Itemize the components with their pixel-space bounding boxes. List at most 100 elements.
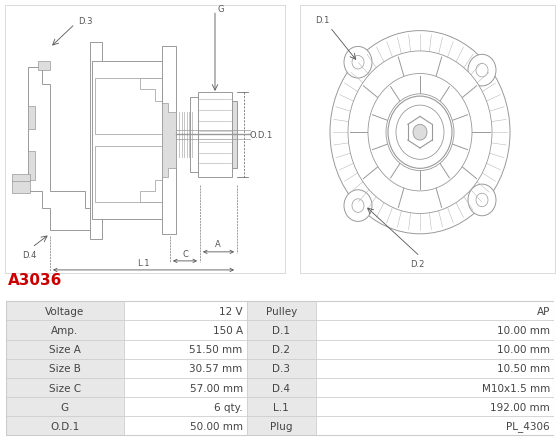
Text: Size C: Size C [49, 383, 81, 392]
Bar [6, 301, 554, 435]
Text: Pulley: Pulley [266, 306, 297, 316]
Bar [12, 180, 30, 194]
Text: D.4: D.4 [272, 383, 291, 392]
Text: 51.50 mm: 51.50 mm [189, 344, 242, 354]
Bar [5, 6, 285, 274]
Text: Size B: Size B [49, 364, 81, 374]
Text: D.2: D.2 [410, 259, 424, 268]
Bar [124, 321, 247, 340]
Text: 12 V: 12 V [219, 306, 242, 316]
Bar [232, 101, 237, 169]
Ellipse shape [386, 95, 454, 171]
Bar [124, 340, 247, 359]
Bar [316, 340, 554, 359]
Polygon shape [140, 79, 170, 101]
Text: 10.00 mm: 10.00 mm [497, 325, 550, 335]
Text: 57.00 mm: 57.00 mm [189, 383, 242, 392]
Bar [6, 321, 124, 340]
Ellipse shape [468, 55, 496, 87]
Text: 50.00 mm: 50.00 mm [190, 421, 242, 431]
Ellipse shape [352, 57, 364, 70]
Bar [95, 146, 167, 203]
Bar [316, 321, 554, 340]
Text: A: A [215, 240, 221, 249]
Ellipse shape [330, 32, 510, 234]
Bar [316, 397, 554, 417]
Bar [316, 301, 554, 321]
Ellipse shape [476, 64, 488, 78]
Text: L.1: L.1 [137, 258, 150, 267]
Text: G: G [60, 402, 69, 412]
Text: O.D.1: O.D.1 [50, 421, 79, 431]
Bar [12, 175, 30, 181]
Text: Amp.: Amp. [51, 325, 78, 335]
Text: PL_4306: PL_4306 [506, 420, 550, 431]
Ellipse shape [388, 97, 452, 169]
Text: Plug: Plug [270, 421, 293, 431]
Polygon shape [140, 180, 170, 203]
Bar [247, 359, 316, 378]
Text: G: G [218, 4, 225, 14]
Bar [247, 301, 316, 321]
Bar [300, 6, 555, 274]
Bar [124, 359, 247, 378]
Bar [190, 98, 198, 172]
Bar [316, 417, 554, 435]
Text: 10.00 mm: 10.00 mm [497, 344, 550, 354]
Text: D.3: D.3 [272, 364, 291, 374]
Text: 150 A: 150 A [213, 325, 242, 335]
Text: A3036: A3036 [8, 272, 63, 287]
Text: 192.00 mm: 192.00 mm [490, 402, 550, 412]
Ellipse shape [368, 74, 472, 191]
Ellipse shape [348, 52, 492, 214]
Bar [6, 340, 124, 359]
Text: D.1: D.1 [272, 325, 291, 335]
Bar [124, 301, 247, 321]
Bar [124, 397, 247, 417]
Polygon shape [28, 152, 35, 180]
Ellipse shape [413, 125, 427, 141]
Ellipse shape [468, 185, 496, 216]
Ellipse shape [352, 199, 364, 213]
Ellipse shape [476, 194, 488, 207]
Bar [90, 43, 102, 240]
Text: L.1: L.1 [273, 402, 290, 412]
Text: Voltage: Voltage [45, 306, 84, 316]
Bar [247, 417, 316, 435]
Bar [124, 378, 247, 397]
Text: D.1: D.1 [315, 16, 329, 25]
Bar [38, 62, 50, 71]
Bar [6, 378, 124, 397]
Bar [247, 397, 316, 417]
Text: D.4: D.4 [22, 250, 36, 259]
Bar [198, 92, 232, 178]
Bar [92, 62, 170, 219]
Bar [95, 79, 167, 135]
Bar [162, 47, 176, 234]
Ellipse shape [344, 47, 372, 79]
Bar [6, 359, 124, 378]
Bar [247, 378, 316, 397]
Bar [124, 417, 247, 435]
Bar [6, 417, 124, 435]
Bar [247, 340, 316, 359]
Text: M10x1.5 mm: M10x1.5 mm [482, 383, 550, 392]
Text: D.3: D.3 [78, 17, 92, 26]
Text: 30.57 mm: 30.57 mm [189, 364, 242, 374]
Polygon shape [28, 67, 95, 231]
Ellipse shape [344, 191, 372, 222]
Text: D.2: D.2 [272, 344, 291, 354]
Bar [316, 359, 554, 378]
Bar [6, 301, 124, 321]
Bar [316, 378, 554, 397]
Polygon shape [28, 107, 35, 130]
Polygon shape [162, 88, 176, 178]
Text: 10.50 mm: 10.50 mm [497, 364, 550, 374]
Text: C: C [182, 249, 188, 258]
Text: AP: AP [536, 306, 550, 316]
Text: O.D.1: O.D.1 [250, 131, 273, 140]
Ellipse shape [396, 106, 444, 160]
Bar [6, 397, 124, 417]
Text: Size A: Size A [49, 344, 81, 354]
Text: 6 qty.: 6 qty. [214, 402, 242, 412]
